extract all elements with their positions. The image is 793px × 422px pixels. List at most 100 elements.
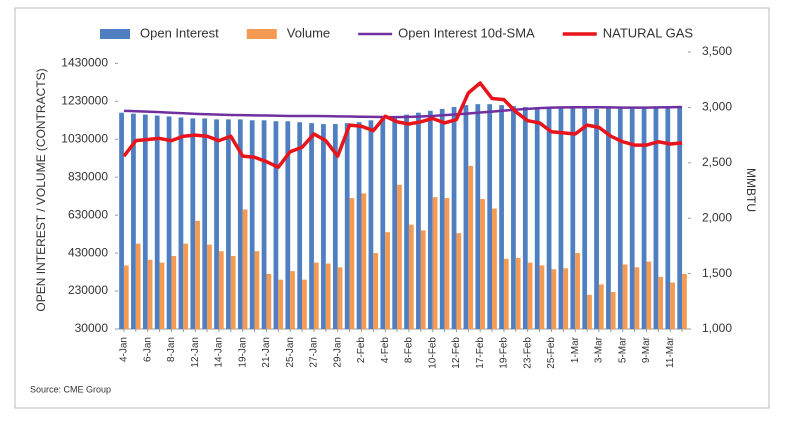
- bar: [254, 251, 260, 329]
- bar: [546, 107, 552, 329]
- bar: [475, 104, 481, 330]
- x-tick-label: 10-Feb: [427, 337, 438, 369]
- bar: [147, 259, 153, 329]
- bar: [658, 276, 664, 329]
- y-tick-label: 830000: [68, 169, 108, 183]
- x-tick-label: 21-Jan: [261, 337, 272, 368]
- bar: [456, 233, 462, 329]
- bar: [373, 253, 379, 329]
- x-tick-label: 3-Mar: [594, 336, 605, 363]
- x-tick-label: 12-Feb: [451, 337, 462, 369]
- bar: [487, 104, 493, 330]
- bar: [563, 268, 569, 329]
- bar: [610, 292, 616, 329]
- bar: [380, 118, 386, 329]
- legend-label: Open Interest 10d-SMA: [398, 25, 535, 40]
- bar: [349, 198, 355, 329]
- y-tick-label: 430000: [68, 245, 108, 259]
- x-tick-label: 19-Jan: [237, 337, 248, 368]
- bar: [575, 253, 580, 329]
- bar: [646, 261, 652, 329]
- bar: [534, 107, 540, 330]
- x-tick-label: 6-Jan: [142, 337, 153, 362]
- bar: [237, 119, 243, 329]
- bar: [290, 271, 295, 329]
- bar: [404, 114, 409, 329]
- bar: [332, 124, 338, 330]
- bar: [522, 107, 528, 330]
- bar: [480, 199, 485, 329]
- bar: [337, 267, 343, 329]
- bar: [463, 105, 469, 329]
- x-tick-label: 8-Feb: [404, 337, 415, 364]
- bar: [641, 107, 647, 329]
- bar: [368, 120, 374, 330]
- legend-label: NATURAL GAS: [603, 25, 694, 40]
- bar: [325, 263, 331, 329]
- bar: [511, 106, 516, 329]
- bar: [451, 107, 457, 330]
- x-tick-label: 8-Jan: [166, 337, 177, 362]
- y-tick-label: 1430000: [61, 56, 108, 70]
- bar: [119, 112, 124, 329]
- x-tick-label: 14-Jan: [214, 337, 225, 368]
- y-tick-label: 1030000: [61, 131, 108, 145]
- y2-tick-label: 3,000: [702, 100, 732, 114]
- bar: [321, 124, 326, 330]
- bar: [285, 121, 291, 329]
- bar: [629, 107, 635, 329]
- source: Source: CME Group: [30, 384, 111, 394]
- bar: [634, 267, 640, 329]
- bar: [416, 112, 421, 329]
- bar: [249, 120, 255, 330]
- bar: [190, 118, 196, 329]
- bar: [131, 113, 136, 330]
- bar: [214, 119, 219, 329]
- bar: [408, 224, 414, 329]
- bar: [515, 257, 521, 329]
- bar: [392, 116, 398, 329]
- legend-label: Open Interest: [140, 25, 219, 40]
- line: [122, 81, 683, 169]
- x-tick-label: 11-Mar: [665, 336, 676, 368]
- y-tick-label: 1230000: [61, 94, 108, 108]
- bar: [297, 122, 303, 329]
- bar: [622, 264, 628, 329]
- bar: [682, 273, 687, 329]
- bar: [123, 265, 129, 329]
- y-axis-label: OPEN INTEREST / VOLUME (CONTRACTS): [34, 68, 48, 311]
- bar: [420, 230, 426, 329]
- bar: [598, 284, 604, 329]
- bar: [166, 116, 172, 329]
- bar: [432, 197, 438, 329]
- y2-tick-label: 1,000: [702, 321, 732, 335]
- bar: [499, 105, 504, 329]
- bar: [278, 279, 284, 329]
- bar: [261, 120, 267, 330]
- bar: [503, 258, 509, 329]
- x-tick-label: 5-Mar: [617, 336, 628, 363]
- x-tick-label: 25-Jan: [285, 337, 296, 368]
- bar: [154, 115, 160, 329]
- bar: [594, 108, 599, 329]
- bar: [344, 123, 350, 329]
- x-tick-label: 12-Jan: [190, 337, 201, 368]
- bar: [539, 265, 545, 329]
- bar: [617, 107, 623, 329]
- bar: [178, 117, 184, 330]
- legend-swatch: [246, 29, 277, 39]
- x-tick-label: 29-Jan: [332, 337, 343, 368]
- bar: [385, 232, 390, 329]
- legend-label: Volume: [287, 25, 330, 40]
- bar: [266, 273, 272, 329]
- bar: [570, 107, 576, 330]
- bar: [313, 262, 319, 329]
- bar: [439, 108, 445, 329]
- bar: [582, 107, 588, 329]
- bar: [309, 123, 314, 329]
- line: [123, 105, 683, 119]
- bar: [444, 198, 450, 329]
- x-tick-label: 17-Feb: [475, 337, 486, 369]
